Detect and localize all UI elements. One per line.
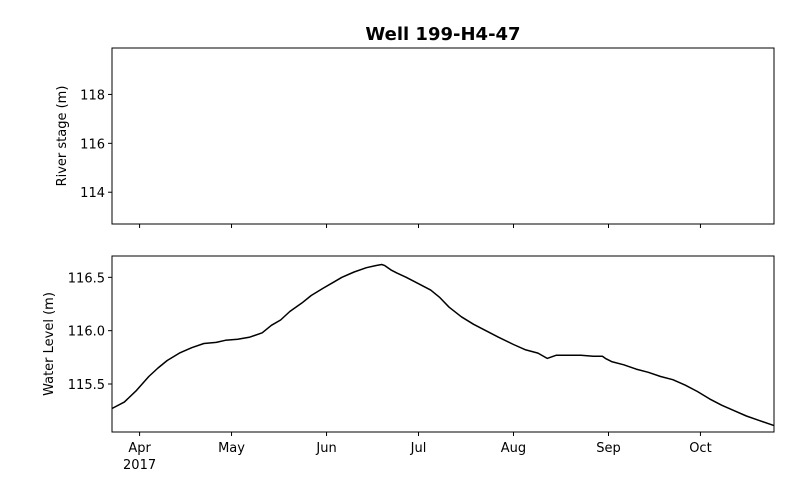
water-level-y-axis: 115.5 116.0 116.5 [68, 271, 112, 393]
water-level-x-tick-label: Jul [410, 441, 427, 456]
river-stage-y-tick-label: 114 [80, 186, 105, 201]
river-stage-y-label: River stage (m) [55, 86, 70, 187]
water-level-plot-frame [111, 255, 775, 433]
water-level-panel: 115.5 116.0 116.5 Apr 2017 May Jun Jul Aug Sep Oc… [42, 255, 775, 473]
river-stage-y-axis: 114 116 118 [80, 88, 112, 201]
water-level-y-tick-label: 115.5 [68, 378, 105, 393]
water-level-x-tick-label: Jun [315, 441, 336, 456]
water-level-series-line [111, 263, 775, 427]
water-level-x-tick-label: Aug [501, 441, 526, 456]
water-level-x-tick-label: Apr [128, 441, 151, 456]
river-stage-panel: 114 116 118 River stage (m) [55, 47, 775, 228]
water-level-y-label: Water Level (m) [42, 292, 57, 396]
chart-title: Well 199-H4-47 [365, 24, 520, 45]
water-level-x-tick-year-label: 2017 [123, 458, 156, 473]
water-level-x-tick-label: May [218, 441, 245, 456]
water-level-x-tick-label: Sep [596, 441, 621, 456]
water-level-x-tick-label: Oct [689, 441, 711, 456]
water-level-y-tick-label: 116.5 [68, 271, 105, 286]
river-stage-y-tick-label: 118 [80, 88, 105, 103]
river-stage-y-tick-label: 116 [80, 137, 105, 152]
river-stage-x-ticks [139, 224, 701, 228]
river-stage-plot-frame [111, 47, 775, 225]
water-level-y-tick-label: 116.0 [68, 325, 105, 340]
water-level-x-axis: Apr 2017 May Jun Jul Aug Sep Oct [123, 432, 712, 473]
